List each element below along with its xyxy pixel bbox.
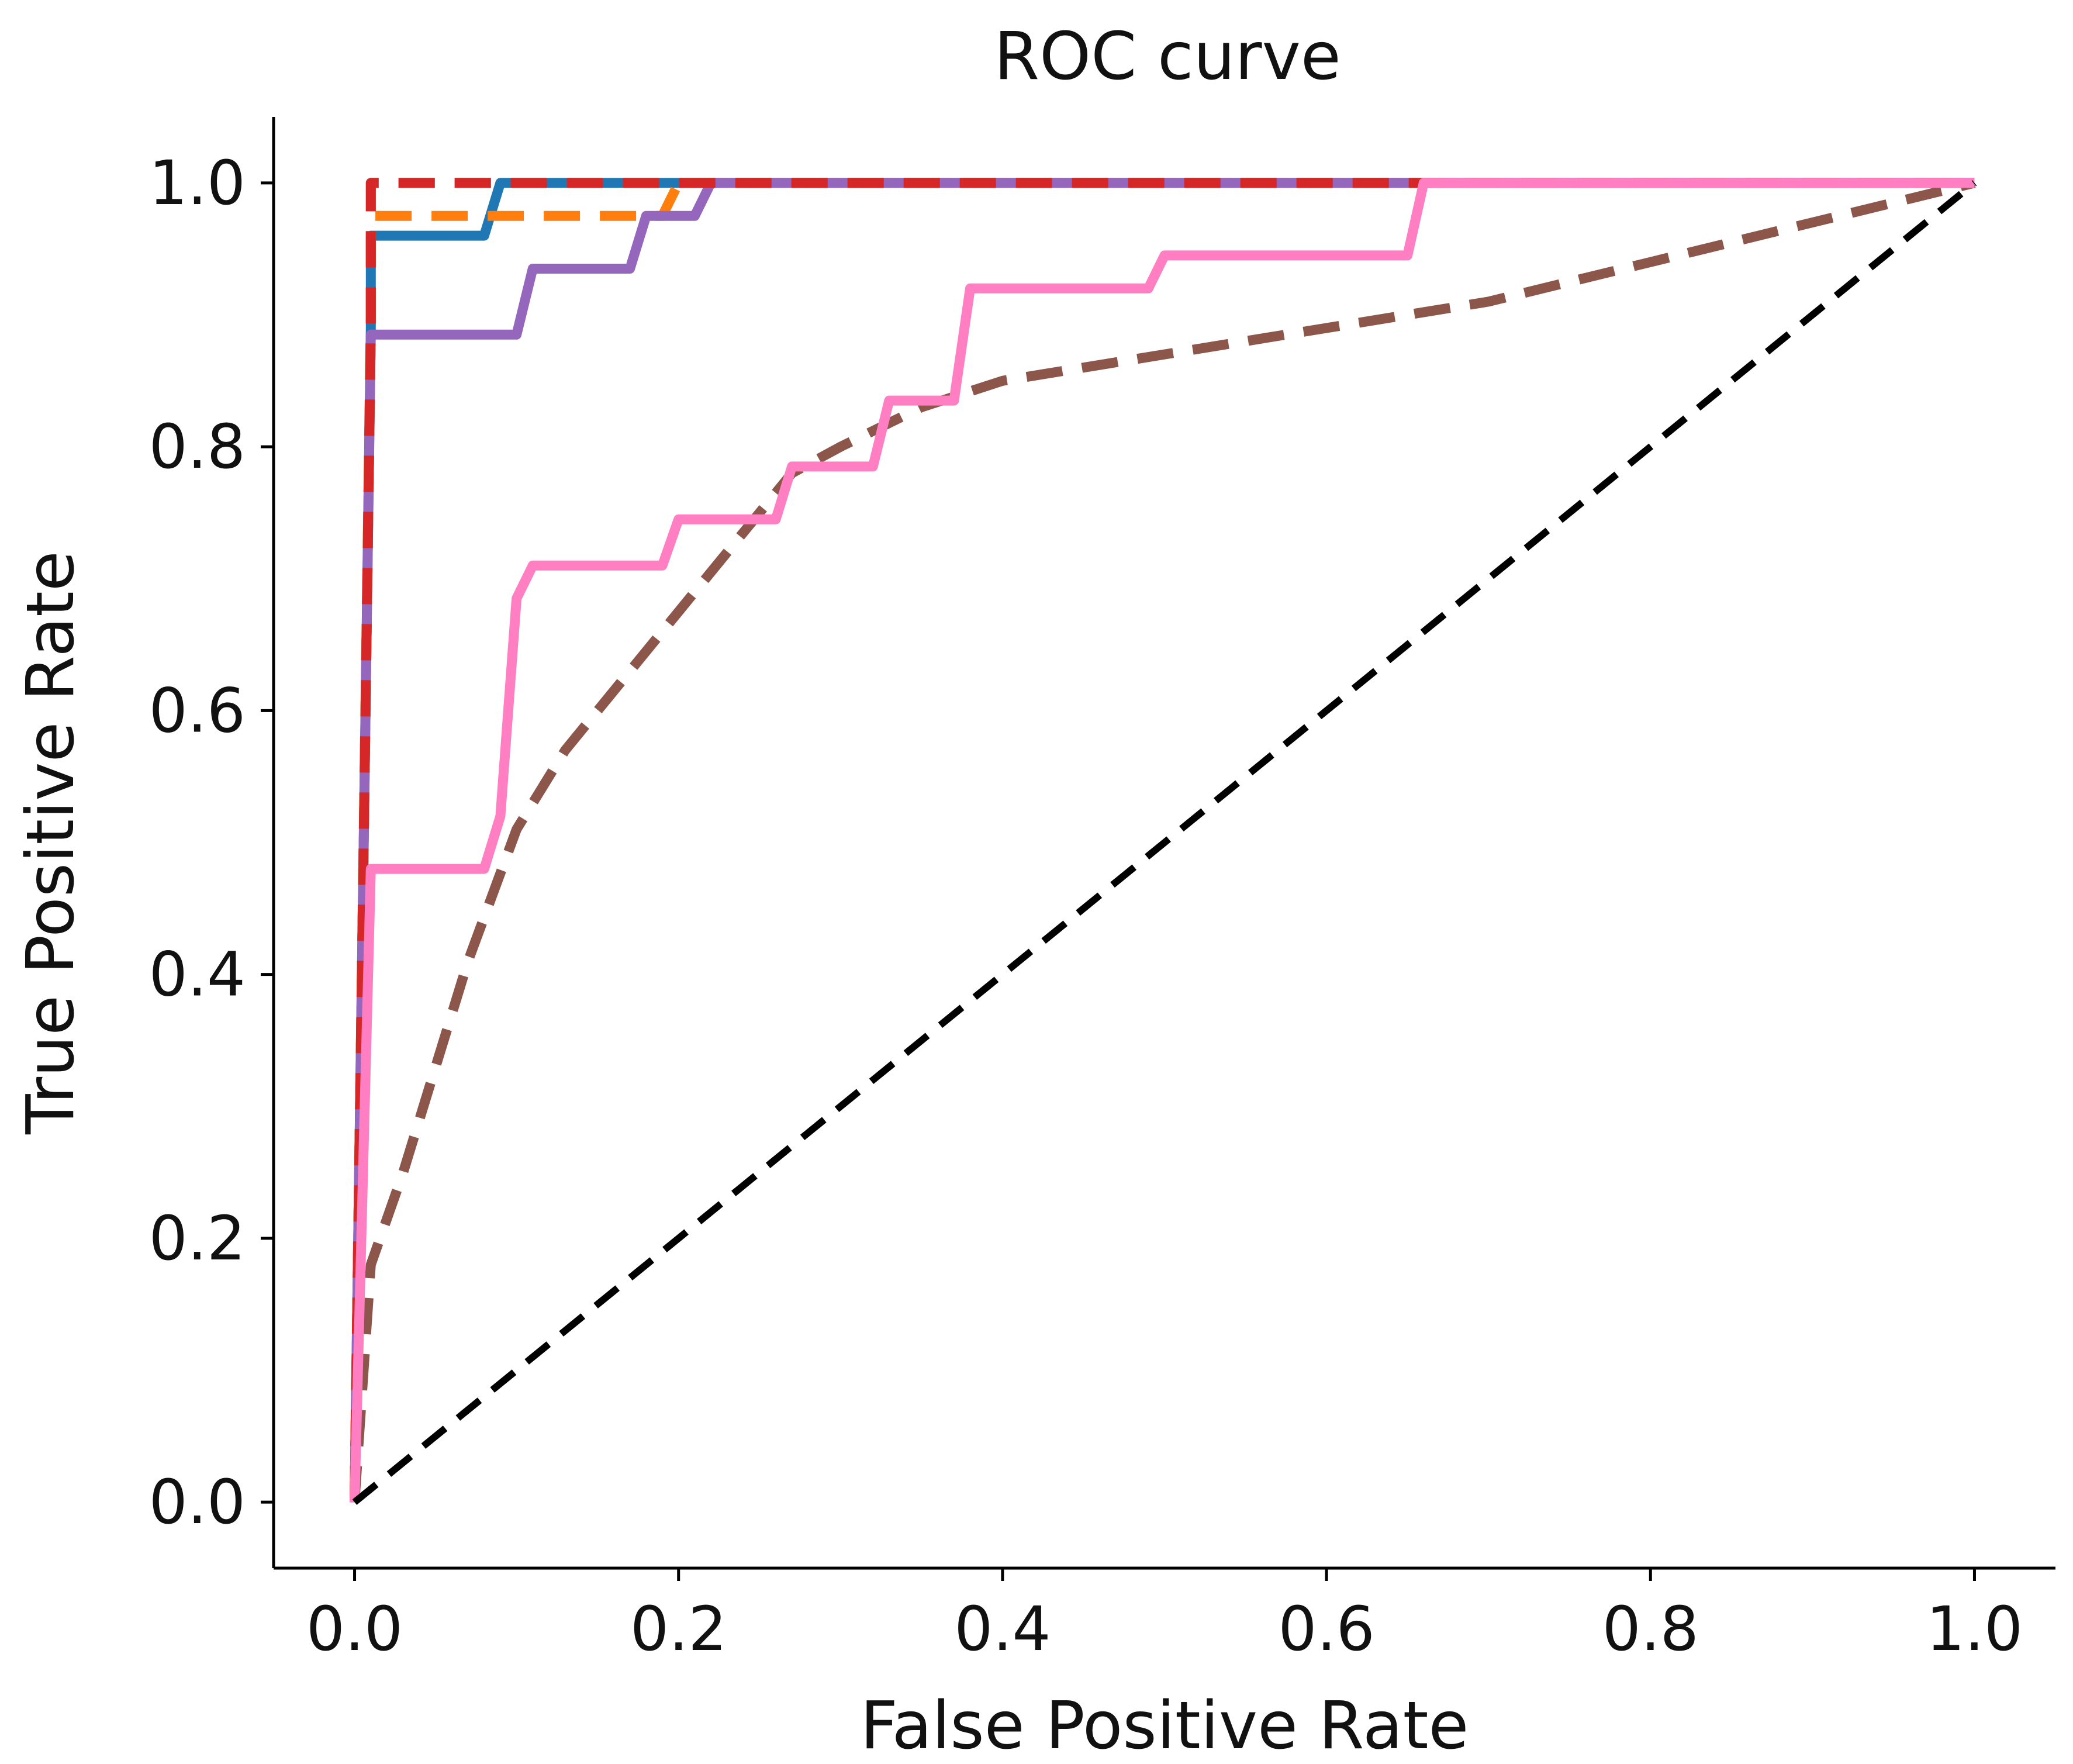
series-line-chance	[352, 180, 1977, 1505]
y-tick-label: 0.6	[149, 675, 246, 746]
x-tick-label: 0.4	[954, 1593, 1051, 1665]
y-tick-label: 0.2	[149, 1203, 246, 1274]
chart-title: ROC curve	[994, 19, 1341, 95]
x-tick-label: 0.6	[1278, 1593, 1374, 1665]
x-axis-label: False Positive Rate	[861, 1688, 1469, 1764]
y-tick-label: 1.0	[149, 147, 246, 219]
x-tick-label: 1.0	[1926, 1593, 2023, 1665]
y-axis-label: True Positive Rate	[13, 551, 89, 1135]
series-line-pink	[350, 178, 1975, 1503]
series-line-red	[350, 178, 1975, 1503]
x-tick-label: 0.2	[630, 1593, 727, 1665]
y-ticks: 0.0 0.2 0.4 0.6 0.8 1.0	[149, 147, 274, 1538]
x-ticks: 0.0 0.2 0.4 0.6 0.8 1.0	[306, 1568, 2023, 1665]
x-tick-label: 0.8	[1602, 1593, 1699, 1665]
x-tick-label: 0.0	[306, 1593, 403, 1665]
y-tick-label: 0.8	[149, 411, 246, 482]
y-tick-label: 0.0	[149, 1466, 246, 1538]
y-tick-label: 0.4	[149, 939, 246, 1010]
plot-area: 0.0 0.2 0.4 0.6 0.8 1.0 0.0 0.2 0.4 0.6 0.8 1.0	[149, 117, 2055, 1665]
series-line-purple	[350, 178, 1975, 1503]
series-layer	[350, 178, 1977, 1505]
